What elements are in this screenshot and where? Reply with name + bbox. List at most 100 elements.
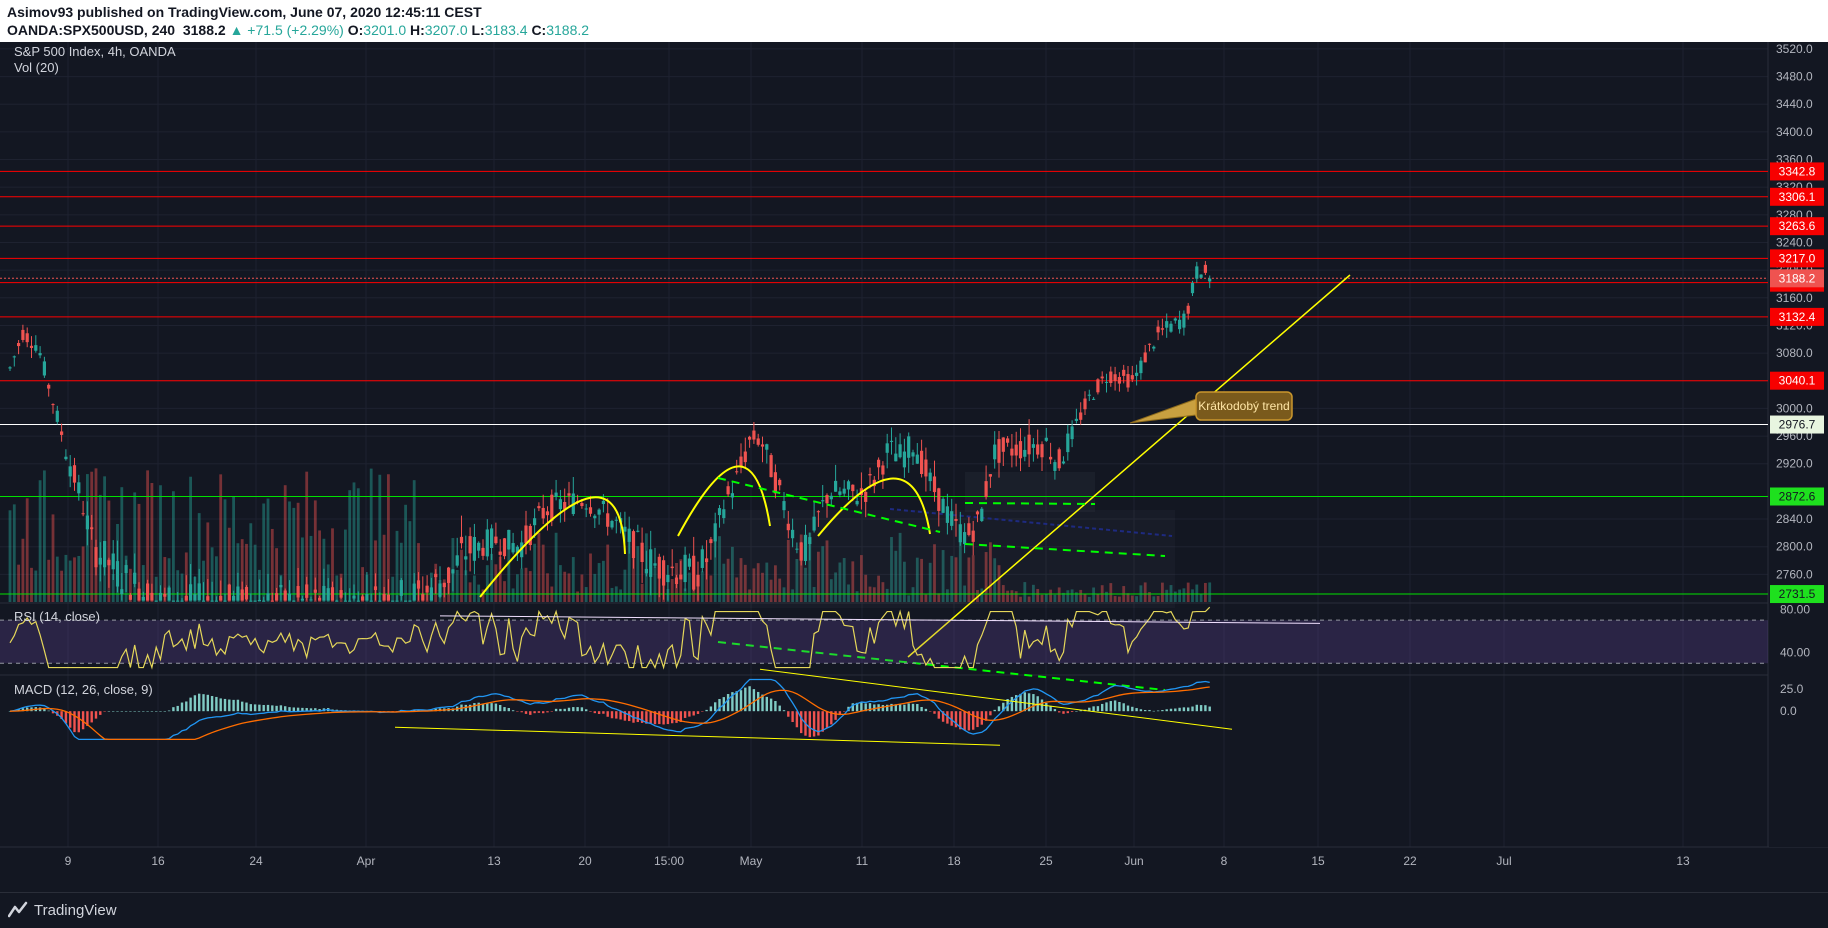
candle-body [369, 600, 373, 602]
volume-bar [215, 556, 218, 602]
macd-histogram-bar [589, 711, 592, 712]
candle-body [176, 600, 180, 602]
candle-body [1190, 282, 1195, 294]
level-tag-bg [1770, 415, 1824, 434]
price-tick-label: 3480.0 [1776, 70, 1813, 84]
volume-bar [941, 550, 945, 602]
volume-bar [266, 498, 270, 602]
open-label: O: [347, 22, 364, 38]
macd-histogram-bar [744, 687, 747, 712]
candle-body [545, 511, 550, 516]
volume-bar [993, 558, 997, 602]
candle-body [980, 508, 984, 521]
macd-histogram-bar [563, 708, 566, 712]
candle-body [438, 583, 442, 597]
footer-brand[interactable]: TradingView [34, 902, 117, 919]
time-tick-label: 22 [1403, 854, 1417, 868]
level-tag-bg [1770, 307, 1824, 326]
volume-bar [1066, 590, 1070, 602]
volume-bar [167, 558, 171, 602]
volume-bar [903, 561, 906, 602]
symbol-label: OANDA:SPX500USD, 240 [7, 22, 176, 38]
macd-histogram-bar [929, 711, 932, 712]
volume-bar [485, 565, 489, 602]
candle-body [1040, 444, 1044, 458]
volume-bar [154, 576, 158, 602]
macd-histogram-bar [69, 711, 72, 728]
macd-histogram-bar [468, 704, 472, 712]
volume-bar [1204, 582, 1207, 602]
level-tag-bg [1770, 371, 1824, 390]
annotation-callout[interactable]: Krátkodobý trend [1129, 391, 1293, 424]
macd-histogram-bar [1015, 695, 1018, 712]
macd-histogram-bar [550, 711, 553, 712]
macd-histogram-bar [683, 711, 687, 718]
macd-histogram-bar [911, 703, 915, 712]
candle-body [1156, 326, 1160, 333]
volume-bar [296, 502, 300, 602]
macd-histogram-bar [821, 711, 824, 732]
candle-body [451, 569, 455, 574]
candle-body [283, 590, 287, 601]
volume-bar [17, 564, 20, 602]
volume-bar [958, 537, 962, 602]
macd-pane [8, 668, 1233, 746]
macd-histogram-bar [1088, 707, 1091, 712]
chart-title: S&P 500 Index, 4h, OANDA [14, 44, 176, 59]
macd-histogram-bar [671, 711, 674, 724]
volume-bar [150, 482, 154, 602]
macd-histogram-bar [1204, 705, 1207, 712]
candle-body [825, 495, 829, 504]
macd-histogram-bar [714, 702, 717, 712]
macd-histogram-bar [262, 704, 265, 712]
level-tag: 3217.0 [1779, 251, 1816, 265]
time-tick-label: 13 [1676, 854, 1690, 868]
volume-bar [834, 572, 837, 602]
candle-body [756, 438, 760, 445]
candle-body [1182, 313, 1186, 328]
candle-body [244, 587, 249, 600]
volume-bar [1062, 592, 1065, 602]
volume-bar [817, 551, 820, 602]
macd-trendline-upper [759, 668, 1233, 730]
volume-bar [627, 538, 631, 602]
volume-bar [1165, 589, 1169, 602]
candle-body [128, 594, 132, 600]
candle-body [249, 600, 253, 602]
rsi-line [9, 606, 1211, 670]
volume-bar [1148, 592, 1151, 602]
volume-bar [980, 588, 984, 602]
level-tag-bg [1770, 217, 1824, 236]
time-tick-label: 24 [249, 854, 263, 868]
volume-bar [786, 539, 790, 602]
macd-histogram-bar [967, 711, 971, 731]
volume-bar [619, 589, 622, 602]
candle-body [524, 525, 528, 544]
volume-bar [632, 551, 635, 602]
macd-histogram-bar [51, 711, 55, 714]
candle-body [515, 546, 519, 553]
chart-frame[interactable]: 3520.0 3480.0 3440.0 3400.0 3360.0 3320.0 3280… [0, 42, 1828, 892]
chart-canvas[interactable]: 3520.03480.03440.03400.03360.03320.03280… [0, 42, 1828, 892]
macd-histogram-bar [60, 711, 63, 720]
macd-histogram-bar [511, 710, 515, 712]
price-tick-label: 3240.0 [1776, 235, 1813, 249]
candle-body [889, 440, 894, 442]
candle-body [963, 532, 967, 545]
candle-body [55, 410, 59, 422]
volume-bar [1057, 587, 1061, 602]
candle-body [1199, 274, 1203, 278]
volume-bar [743, 564, 747, 602]
macd-line [9, 678, 1210, 741]
volume-bar [989, 542, 992, 602]
candle-body [593, 515, 597, 519]
volume-bar [133, 492, 137, 602]
candle-body [1049, 456, 1053, 460]
volume-bar [911, 587, 915, 602]
candle-body [1066, 433, 1070, 453]
volume-bar [1040, 594, 1044, 602]
macd-histogram-bar [941, 711, 945, 722]
macd-histogram-bar [64, 711, 68, 724]
volume-bar [537, 532, 541, 602]
candle-body [408, 600, 412, 602]
